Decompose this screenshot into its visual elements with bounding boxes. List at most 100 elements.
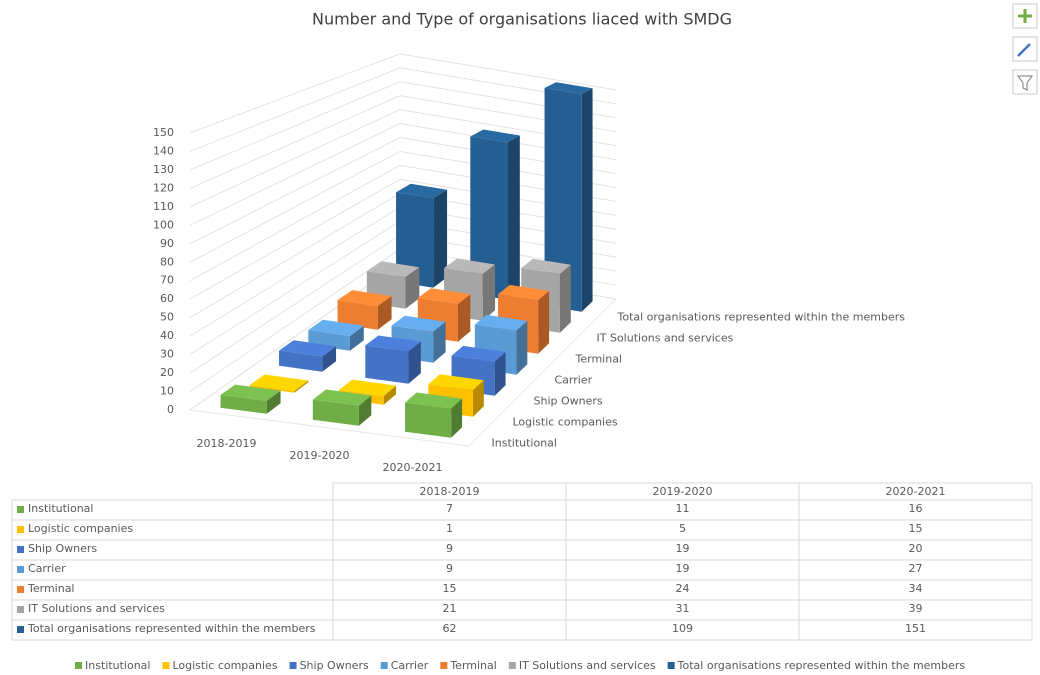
bar-side [516,320,528,375]
table-cell: 9 [446,542,453,555]
bar-side [358,395,372,426]
grid-line [189,81,617,171]
table-cell: 39 [909,602,923,615]
legend-label: IT Solutions and services [519,659,656,672]
data-table: 2018-2019 2019-2020 2020-2021 Institutional… [11,482,1033,641]
bar [451,345,506,396]
legend-label: Carrier [391,659,429,672]
depth-tick-label: Logistic companies [513,416,618,429]
legend-key [17,546,24,553]
filter-button[interactable] [1012,69,1038,95]
bar [312,389,372,426]
table-row-label: Ship Owners [28,542,97,555]
legend: Institutional Logistic companies Ship Owne… [75,659,965,672]
legend-label: Institutional [85,659,150,672]
bar-top [405,392,463,409]
bar-side [581,88,593,312]
table-cell: 11 [676,502,690,515]
grid-line [189,67,617,152]
bar-top [220,384,281,401]
table-cell: 21 [443,602,457,615]
bar-top [474,314,528,331]
bar-top [249,374,309,391]
bar-side [408,341,421,384]
y-tick-label: 40 [160,329,174,342]
table-cell: 9 [446,562,453,575]
table-cell: 151 [905,622,926,635]
bar-side [559,264,571,333]
y-tick-label: 110 [153,200,174,213]
bar-top [312,389,372,406]
table-cell: 16 [909,502,923,515]
table-row-label: Logistic companies [28,522,133,535]
table-cell: 24 [676,582,690,595]
table-cell: 20 [909,542,923,555]
bar-front [405,402,452,438]
legend-label: Terminal [449,659,497,672]
bar [405,392,463,438]
bar-side [482,264,496,321]
depth-tick-label: Carrier [555,374,593,387]
chart-title: Number and Type of organisations liaced … [312,10,732,29]
bar-front [220,394,267,414]
table-cell: 5 [679,522,686,535]
grid-line [189,95,617,189]
x-tick-label: 2018-2019 [197,437,257,450]
bar-top [444,258,496,275]
table-header: 2020-2021 [886,485,946,498]
bar [396,183,448,288]
bar-top [339,379,397,396]
bar-top [337,290,392,307]
bar-top [428,374,484,391]
bar-side [383,385,397,405]
bar-side [294,380,309,393]
brush-icon [1017,43,1031,57]
y-tick-label: 90 [160,237,174,250]
table-row-label: Terminal [27,582,75,595]
table-cell: 15 [443,582,457,595]
legend-key [162,662,170,669]
bar-side [538,290,550,354]
bar-side [457,294,471,342]
bar-side [451,398,463,438]
bar [279,340,337,372]
add-element-button[interactable] [1012,3,1038,29]
bar-top [308,319,364,337]
y-tick-label: 0 [167,403,174,416]
legend-key [667,662,675,669]
table-cell: 109 [672,622,693,635]
legend-label: Logistic companies [172,659,277,672]
bar-side [433,189,448,288]
depth-tick-label: Terminal [575,353,623,366]
table-cell: 62 [443,622,457,635]
legend-key [17,526,24,533]
table-row-label: Institutional [28,502,93,515]
bar-front [312,399,359,426]
legend-key [17,626,24,633]
bar-side [377,296,392,330]
y-tick-label: 30 [160,348,174,361]
bar-top [451,345,506,362]
legend-key [380,662,388,669]
bar [249,374,309,393]
bar-front [337,300,378,330]
chart-tools[interactable] [1012,3,1038,95]
y-tick-label: 130 [153,163,174,176]
bar [337,290,392,330]
depth-tick-label: Total organisations represented within t… [617,311,906,324]
grid-line [189,123,617,226]
legend-label: Ship Owners [300,659,369,672]
bar-side [472,380,484,417]
x-tick-label: 2020-2021 [383,461,443,474]
y-tick-label: 80 [160,255,174,268]
y-tick-label: 60 [160,292,174,305]
y-tick-label: 120 [153,181,174,194]
x-tick-label: 2019-2020 [290,449,350,462]
legend-label: Total organisations represented within t… [677,659,966,672]
table-cell: 15 [909,522,923,535]
plus-icon [1018,9,1032,23]
bar-front [396,192,434,288]
grid-line [189,178,617,300]
bar-front [249,384,295,393]
